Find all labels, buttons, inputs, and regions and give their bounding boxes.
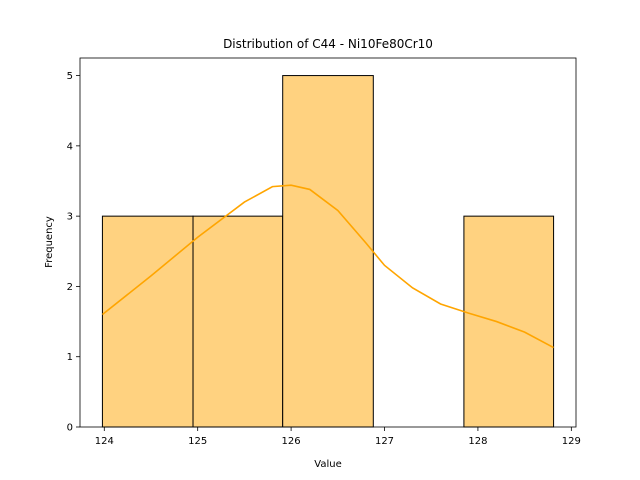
kde-line bbox=[101, 184, 554, 349]
y-tick-label: 2 bbox=[67, 282, 73, 293]
y-tick-label: 4 bbox=[67, 141, 73, 152]
x-tick-label: 125 bbox=[188, 436, 207, 447]
bars-group bbox=[101, 75, 555, 428]
y-tick-label: 0 bbox=[67, 423, 73, 434]
histogram-bar-5 bbox=[463, 215, 555, 428]
plot-frame bbox=[79, 57, 577, 428]
histogram-bar-3 bbox=[282, 75, 374, 428]
y-axis-ticks: 0 1 2 3 4 5 bbox=[67, 71, 80, 434]
y-tick-label: 3 bbox=[67, 212, 73, 223]
x-tick-label: 129 bbox=[562, 436, 581, 447]
x-axis-ticks: 124 125 126 127 128 129 bbox=[95, 427, 581, 447]
x-tick-label: 124 bbox=[95, 436, 114, 447]
histogram-bar-2 bbox=[192, 215, 284, 428]
x-axis-label: Value bbox=[314, 459, 341, 470]
y-axis-label: Frequency bbox=[44, 216, 55, 268]
y-tick-label: 1 bbox=[67, 352, 73, 363]
chart-title: Distribution of C44 - Ni10Fe80Cr10 bbox=[223, 37, 433, 51]
histogram-bar-1 bbox=[101, 215, 194, 428]
x-tick-label: 128 bbox=[468, 436, 487, 447]
x-tick-label: 126 bbox=[282, 436, 301, 447]
x-tick-label: 127 bbox=[375, 436, 394, 447]
y-tick-label: 5 bbox=[67, 71, 73, 82]
